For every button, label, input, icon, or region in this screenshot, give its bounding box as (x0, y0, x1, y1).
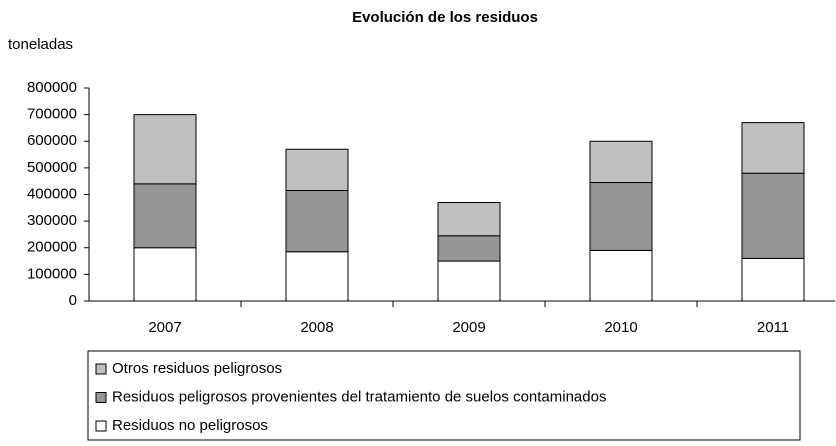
bar-segment (741, 172, 805, 259)
y-tick-label: 800000 (27, 79, 77, 96)
bar-segment (133, 114, 197, 185)
bar-segment (589, 182, 653, 251)
bar-segment (437, 235, 501, 262)
bar-segment (437, 260, 501, 302)
bar-segment (133, 247, 197, 302)
y-tick-label: 200000 (27, 239, 77, 256)
y-tick-label: 400000 (27, 185, 77, 202)
bar-segment (285, 251, 349, 302)
bar-segment (589, 249, 653, 302)
bar-segment (741, 122, 805, 174)
legend-label: Residuos no peligrosos (112, 417, 268, 434)
legend-swatch (95, 392, 107, 403)
x-tick-label: 2007 (148, 319, 181, 336)
y-tick-label: 0 (69, 292, 77, 309)
x-tick-label: 2011 (757, 319, 789, 336)
y-tick-label: 700000 (27, 106, 77, 123)
bar-segment (285, 190, 349, 253)
chart-title: Evolución de los residuos (352, 9, 538, 26)
x-tick-label: 2010 (604, 319, 637, 336)
legend-label: Otros residuos peligrosos (112, 360, 282, 377)
bar-segment (437, 201, 501, 237)
x-tick-label: 2009 (452, 319, 485, 336)
bar-segment (589, 140, 653, 184)
y-tick-label: 100000 (27, 265, 77, 282)
y-tick-label: 500000 (27, 159, 77, 176)
bar-segment (133, 183, 197, 249)
legend-label: Residuos peligrosos provenientes del tra… (112, 388, 606, 405)
bar-segment (285, 148, 349, 192)
legend-box (87, 350, 801, 441)
y-tick-label: 300000 (27, 212, 77, 229)
legend-swatch (95, 363, 107, 375)
y-tick-label: 600000 (27, 132, 77, 149)
bar-segment (741, 257, 805, 302)
y-axis-label: toneladas (8, 36, 73, 53)
legend-swatch (95, 420, 107, 432)
x-tick-label: 2008 (300, 319, 333, 336)
